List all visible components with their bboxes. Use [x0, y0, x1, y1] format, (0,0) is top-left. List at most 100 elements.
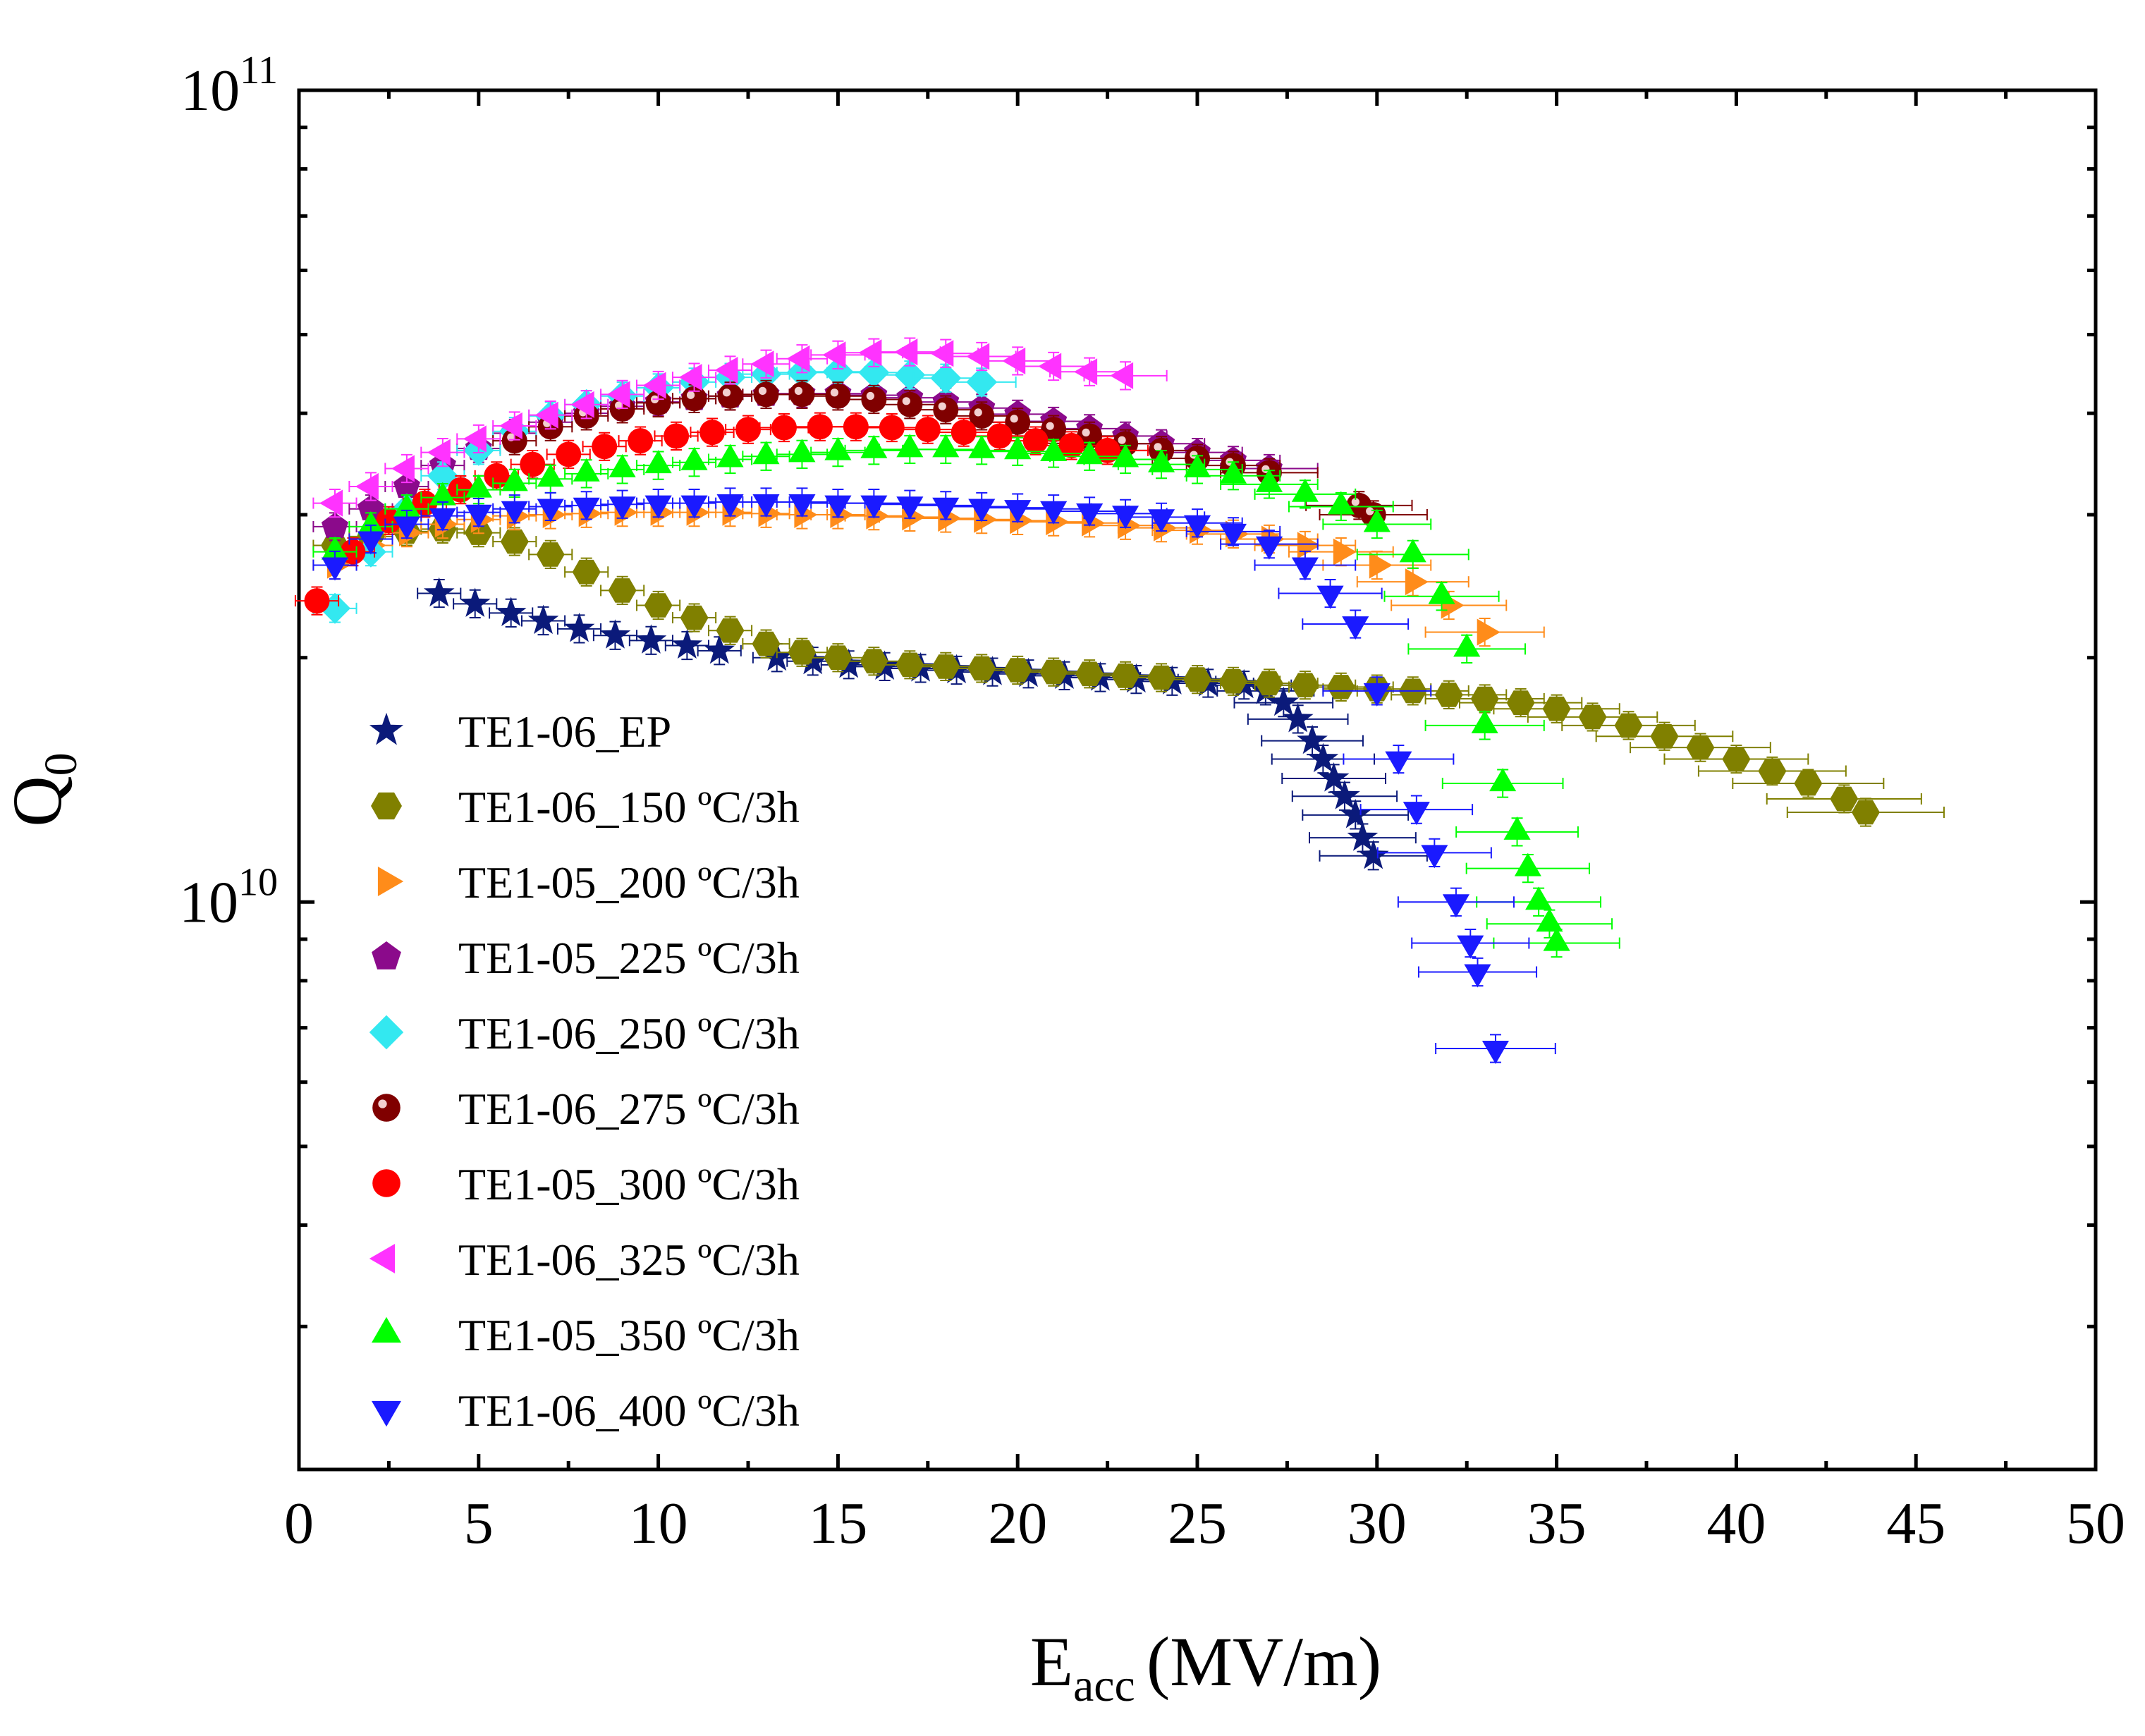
data-point: [966, 366, 998, 398]
data-point: [822, 341, 846, 369]
data-point: [321, 557, 348, 581]
data-point: [570, 391, 594, 418]
data-point: [1076, 503, 1104, 527]
data-point: [357, 511, 384, 534]
data-point: [753, 381, 779, 408]
data-point: [788, 494, 816, 518]
x-tick-label: 25: [1168, 1491, 1227, 1556]
data-point: [896, 434, 924, 458]
x-tick-label: 30: [1348, 1491, 1407, 1556]
data-point: [429, 508, 456, 532]
data-point-highlight: [938, 402, 946, 410]
data-point: [932, 497, 960, 521]
data-point: [788, 439, 816, 463]
data-point: [1457, 935, 1484, 959]
data-point: [825, 383, 851, 409]
legend-marker: [372, 1094, 401, 1122]
data-point: [1307, 742, 1339, 773]
data-point: [1506, 690, 1535, 715]
data-point: [501, 501, 528, 525]
data-point: [894, 338, 918, 366]
data-point: [1058, 432, 1084, 458]
data-point: [1219, 523, 1247, 547]
data-point: [501, 467, 528, 491]
series-10: [312, 487, 1556, 1064]
data-point: [986, 423, 1013, 449]
data-point: [573, 497, 600, 521]
legend-marker: [372, 1400, 401, 1427]
data-point: [1363, 508, 1391, 532]
data-point: [357, 531, 384, 555]
data-point: [1385, 751, 1412, 775]
y-axis: 1010 1011: [179, 49, 2096, 1472]
data-point: [1578, 704, 1607, 730]
x-axis-title: Eacc (MV/m): [1030, 1622, 1381, 1711]
legend-label: TE1-06_150 ºC/3h: [458, 782, 800, 832]
data-point: [1369, 551, 1393, 579]
x-tick-label: 20: [988, 1491, 1047, 1556]
data-point: [930, 362, 962, 394]
data-point: [1255, 468, 1283, 492]
data-point-highlight: [722, 389, 731, 397]
data-point: [1268, 686, 1300, 716]
data-point: [752, 494, 780, 518]
series-8: [312, 337, 1168, 518]
data-point: [537, 499, 564, 522]
legend-label: TE1-05_350 ºC/3h: [458, 1310, 800, 1360]
data-point: [1022, 428, 1049, 454]
data-point: [714, 357, 738, 384]
data-point: [1503, 816, 1531, 840]
data-point: [427, 439, 451, 466]
data-point: [304, 588, 330, 614]
data-point: [788, 640, 817, 665]
data-point: [1543, 927, 1570, 951]
data-point-highlight: [974, 408, 982, 417]
data-point: [786, 345, 810, 372]
data-point: [644, 495, 672, 519]
data-point: [1794, 771, 1823, 796]
data-point: [1003, 658, 1032, 683]
data-point: [1421, 845, 1448, 869]
x-tick-label: 10: [629, 1491, 688, 1556]
data-point: [1340, 798, 1371, 829]
legend-label: TE1-05_300 ºC/3h: [458, 1159, 800, 1209]
data-point: [321, 536, 348, 560]
legend-marker: [369, 1015, 404, 1050]
x-tick-label: 0: [284, 1491, 314, 1556]
data-point: [499, 412, 522, 439]
data-point: [1614, 713, 1643, 738]
data-point: [699, 420, 726, 446]
data-point: [858, 339, 882, 367]
data-point: [534, 401, 558, 429]
legend-marker: [372, 1316, 401, 1343]
data-point: [1722, 747, 1751, 771]
data-point: [321, 512, 348, 539]
data-point: [1650, 724, 1679, 749]
data-point: [1686, 735, 1715, 760]
data-point: [1147, 665, 1175, 690]
data-point: [807, 414, 833, 440]
data-point: [1183, 453, 1211, 477]
data-point: [1326, 675, 1355, 699]
data-point: [1542, 696, 1571, 721]
data-point: [1318, 762, 1350, 792]
legend-label: TE1-06_275 ºC/3h: [458, 1084, 800, 1134]
data-point: [1333, 538, 1357, 566]
data-point: [951, 420, 977, 446]
data-point: [391, 455, 415, 482]
legend-marker: [377, 867, 404, 896]
data-point: [1076, 441, 1104, 465]
data-point-highlight: [615, 401, 623, 410]
data-point: [1040, 501, 1068, 525]
data-point: [1255, 536, 1283, 560]
x-tick-label: 40: [1706, 1491, 1766, 1556]
data-point: [495, 597, 527, 626]
data-point: [592, 434, 618, 460]
data-point: [1039, 659, 1068, 685]
data-point: [520, 451, 546, 477]
data-point: [860, 649, 888, 674]
data-point: [1219, 669, 1247, 694]
data-point: [1219, 460, 1247, 484]
data-point: [644, 593, 673, 618]
legend-label: TE1-05_200 ºC/3h: [458, 857, 800, 907]
